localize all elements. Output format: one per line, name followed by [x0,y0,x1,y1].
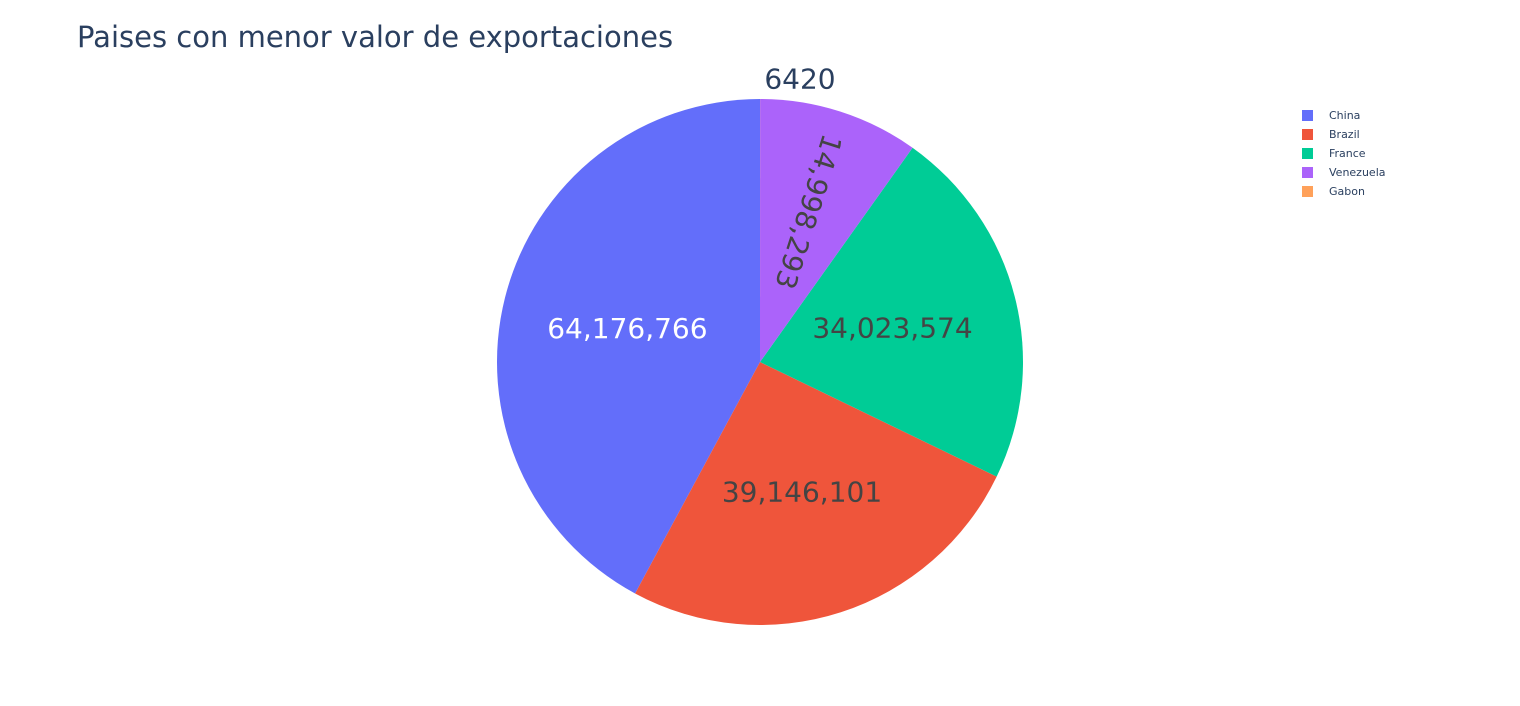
legend-item-france[interactable]: France [1302,144,1386,163]
pie-slice-venezuela[interactable] [760,99,913,362]
pie-slice-brazil[interactable] [635,362,997,626]
legend-swatch [1302,148,1313,159]
pie-slice-france[interactable] [760,147,1023,477]
legend: China Brazil France Venezuela Gabon [1302,106,1386,201]
pie-label-france: 34,023,574 [812,312,972,345]
legend-swatch [1302,110,1313,121]
pie-slice-china[interactable] [496,99,760,594]
legend-swatch [1302,167,1313,178]
legend-label: China [1329,109,1361,122]
chart-title: Paises con menor valor de exportaciones [77,20,674,54]
pie-label-china: 64,176,766 [547,312,707,345]
legend-item-china[interactable]: China [1302,106,1386,125]
pie-label-gabon: 6420 [764,63,835,96]
legend-label: Gabon [1329,185,1365,198]
legend-item-gabon[interactable]: Gabon [1302,182,1386,201]
legend-item-brazil[interactable]: Brazil [1302,125,1386,144]
pie-label-brazil: 39,146,101 [722,476,882,509]
legend-label: Brazil [1329,128,1360,141]
legend-label: Venezuela [1329,166,1386,179]
legend-item-venezuela[interactable]: Venezuela [1302,163,1386,182]
legend-swatch [1302,129,1313,140]
pie-slices [496,99,1023,626]
legend-swatch [1302,186,1313,197]
legend-label: France [1329,147,1366,160]
